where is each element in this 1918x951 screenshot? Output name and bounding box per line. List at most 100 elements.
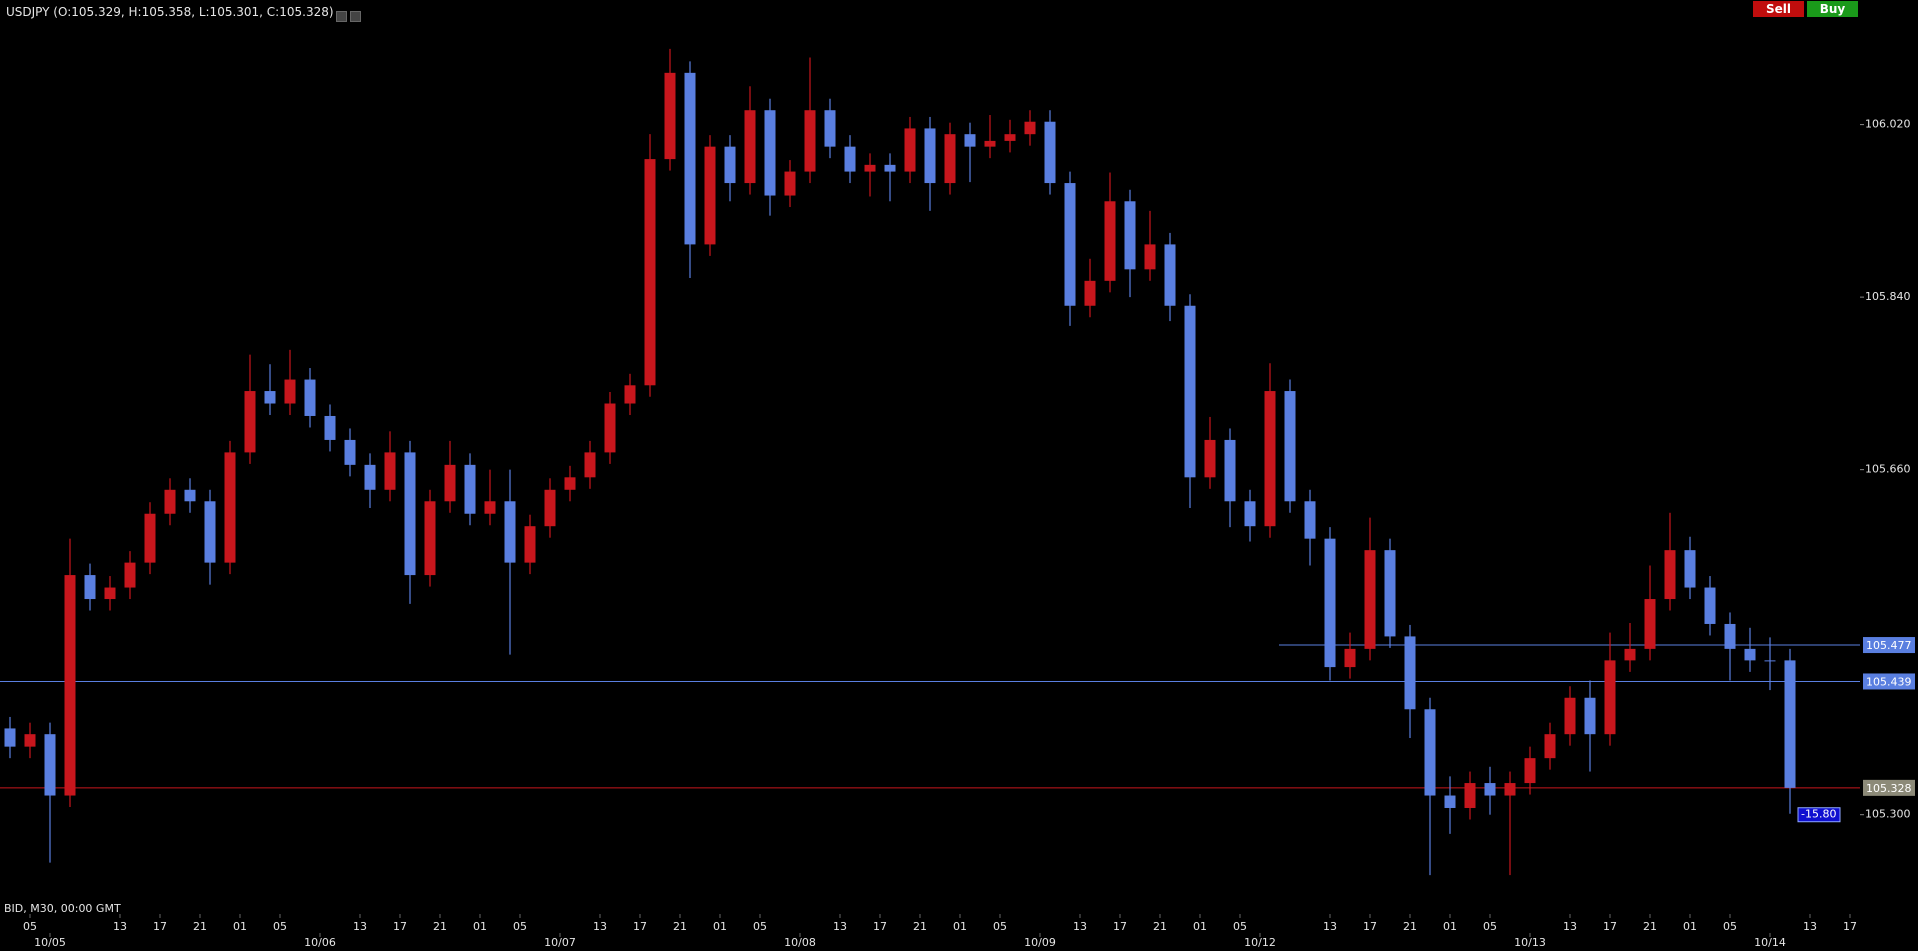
candle-body: [1124, 201, 1136, 270]
candle-body: [1444, 795, 1456, 808]
candle-body: [284, 379, 296, 404]
x-tick-label: 01: [1683, 920, 1697, 933]
candle-body: [144, 513, 156, 563]
date-label: 10/12: [1244, 936, 1276, 949]
candle-body: [864, 164, 876, 172]
price-tag-label: 105.328: [1866, 782, 1912, 795]
candle-body: [1664, 550, 1676, 600]
x-tick-label: 05: [1483, 920, 1497, 933]
candle-body: [364, 464, 376, 490]
candle-body: [224, 452, 236, 563]
x-tick-label: 13: [593, 920, 607, 933]
price-tag: [1863, 673, 1915, 690]
candle-body: [544, 489, 556, 527]
candle-body: [524, 526, 536, 563]
candle-body: [1324, 538, 1336, 668]
candle-body: [104, 587, 116, 600]
x-tick-label: 01: [713, 920, 727, 933]
buy-button[interactable]: Buy: [1807, 1, 1858, 17]
x-tick-label: 21: [193, 920, 207, 933]
candle-body: [204, 501, 216, 563]
price-tag-label: 105.477: [1866, 639, 1912, 652]
candle-body: [424, 501, 436, 576]
candle-body: [1504, 783, 1516, 796]
candle-body: [1084, 280, 1096, 306]
candle-body: [1764, 660, 1776, 662]
x-tick-label: 21: [913, 920, 927, 933]
candle-body: [704, 146, 716, 245]
x-tick-label: 01: [1443, 920, 1457, 933]
candle-body: [844, 146, 856, 172]
x-tick-label: 05: [993, 920, 1007, 933]
candle-body: [64, 575, 76, 796]
y-tick-label: 105.840: [1865, 290, 1911, 303]
x-tick-label: 13: [1563, 920, 1577, 933]
icon[interactable]: [350, 11, 361, 22]
candle-body: [344, 439, 356, 465]
candle-body: [1024, 121, 1036, 135]
x-tick-label: 21: [1643, 920, 1657, 933]
candle-body: [1784, 660, 1796, 788]
x-tick-label: 13: [353, 920, 367, 933]
y-tick-label: 106.020: [1865, 118, 1911, 131]
candle-body: [684, 72, 696, 245]
candle-body: [1404, 636, 1416, 710]
date-label: 10/07: [544, 936, 576, 949]
candle-body: [124, 562, 136, 588]
candle-body: [884, 164, 896, 172]
x-tick-label: 17: [1363, 920, 1377, 933]
annotation-box: [1797, 807, 1841, 823]
candle-body: [904, 128, 916, 172]
sell-button[interactable]: Sell: [1753, 1, 1804, 17]
x-tick-label: 17: [153, 920, 167, 933]
x-tick-label: 13: [113, 920, 127, 933]
candle-body: [1244, 501, 1256, 527]
x-tick-label: 17: [633, 920, 647, 933]
x-tick-label: 21: [433, 920, 447, 933]
y-tick-label: 105.660: [1865, 463, 1911, 476]
candle-body: [1064, 183, 1076, 306]
candle-body: [244, 391, 256, 453]
candle-body: [1364, 550, 1376, 649]
candle-body: [724, 146, 736, 184]
date-label: 10/08: [784, 936, 816, 949]
candle-body: [764, 110, 776, 196]
candle-body: [924, 128, 936, 184]
price-tag: [1863, 779, 1915, 796]
x-tick-label: 05: [273, 920, 287, 933]
candle-body: [1144, 244, 1156, 270]
x-tick-label: 01: [473, 920, 487, 933]
candle-body: [484, 501, 496, 514]
x-tick-label: 01: [1193, 920, 1207, 933]
candle-body: [1204, 439, 1216, 478]
x-tick-label: 17: [1603, 920, 1617, 933]
candle-body: [964, 134, 976, 147]
candle-body: [784, 171, 796, 196]
candle-body: [84, 575, 96, 600]
candle-body: [604, 403, 616, 453]
x-tick-label: 05: [1233, 920, 1247, 933]
candle-body: [4, 728, 16, 747]
header-icons: [336, 7, 364, 26]
x-tick-label: 01: [233, 920, 247, 933]
candle-body: [1264, 391, 1276, 527]
x-tick-label: 17: [1113, 920, 1127, 933]
date-label: 10/13: [1514, 936, 1546, 949]
date-label: 10/05: [34, 936, 66, 949]
candle-body: [804, 110, 816, 172]
candle-body: [824, 110, 836, 147]
candle-body: [1384, 550, 1396, 637]
candle-body: [44, 734, 56, 796]
x-tick-label: 05: [753, 920, 767, 933]
candle-body: [744, 110, 756, 184]
candle-body: [1644, 599, 1656, 649]
candle-body: [404, 452, 416, 576]
candle-body: [1044, 121, 1056, 184]
x-tick-label: 13: [833, 920, 847, 933]
x-tick-label: 21: [1403, 920, 1417, 933]
icon[interactable]: [336, 11, 347, 22]
date-label: 10/06: [304, 936, 336, 949]
candle-body: [464, 464, 476, 514]
x-tick-label: 17: [393, 920, 407, 933]
